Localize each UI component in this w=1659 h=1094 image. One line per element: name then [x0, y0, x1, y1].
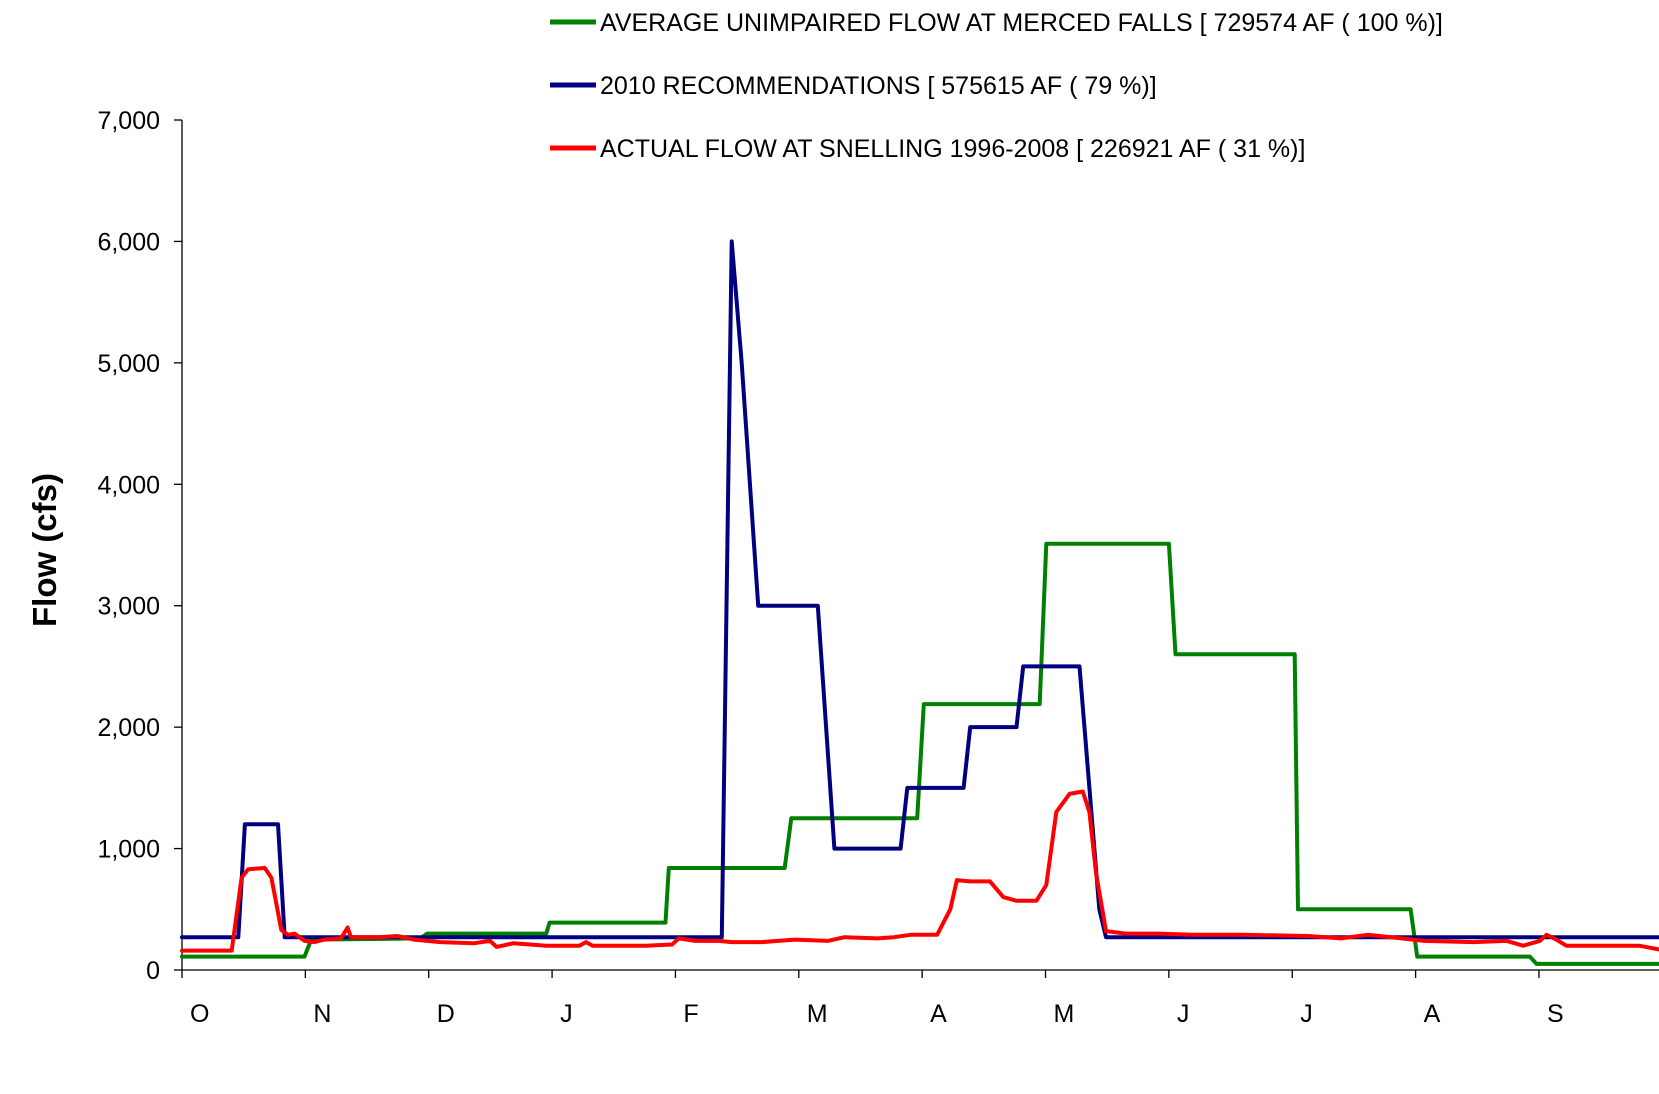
x-tick-label: J [560, 1000, 573, 1028]
y-axis-title: Flow (cfs) [26, 473, 63, 627]
x-tick-label: J [1300, 1000, 1313, 1028]
x-tick-label: A [930, 1000, 947, 1028]
y-tick-label: 2,000 [97, 714, 160, 742]
y-tick-label: 3,000 [97, 593, 160, 621]
axes: Flow (cfs) 0 1,000 2,000 3,000 4,000 5,000 6,0… [26, 107, 1659, 1028]
x-tick-label: S [1547, 1000, 1564, 1028]
y-tick-label: 4,000 [97, 471, 160, 499]
y-tick-label: 5,000 [97, 350, 160, 378]
x-tick-label: N [313, 1000, 331, 1028]
x-tick-label: O [190, 1000, 209, 1028]
series-line-2 [180, 239, 1659, 940]
y-tick-label: 7,000 [97, 107, 160, 135]
x-tick-label: A [1424, 1000, 1441, 1028]
series-line-3 [180, 789, 1659, 953]
series [180, 239, 1659, 966]
x-tick-label: M [1054, 1000, 1075, 1028]
x-tick-label: J [1177, 1000, 1190, 1028]
y-tick-label: 1,000 [97, 836, 160, 864]
y-tick-label: 6,000 [97, 228, 160, 256]
x-tick-label: D [437, 1000, 455, 1028]
legend-label-3: ACTUAL FLOW AT SNELLING 1996-2008 [ 2269… [600, 135, 1305, 163]
x-tick-label: F [683, 1000, 698, 1028]
x-tick-label: M [807, 1000, 828, 1028]
legend-label-1: AVERAGE UNIMPAIRED FLOW AT MERCED FALLS … [600, 9, 1443, 37]
legend-label-2: 2010 RECOMMENDATIONS [ 575615 AF ( 79 %)… [600, 72, 1157, 100]
legend: AVERAGE UNIMPAIRED FLOW AT MERCED FALLS … [550, 9, 1443, 163]
series-line-1 [180, 541, 1659, 966]
y-tick-label: 0 [146, 957, 160, 985]
